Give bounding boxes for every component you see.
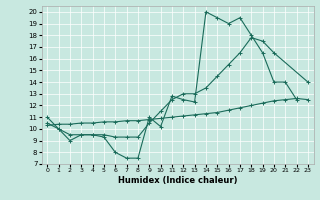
X-axis label: Humidex (Indice chaleur): Humidex (Indice chaleur) xyxy=(118,176,237,185)
